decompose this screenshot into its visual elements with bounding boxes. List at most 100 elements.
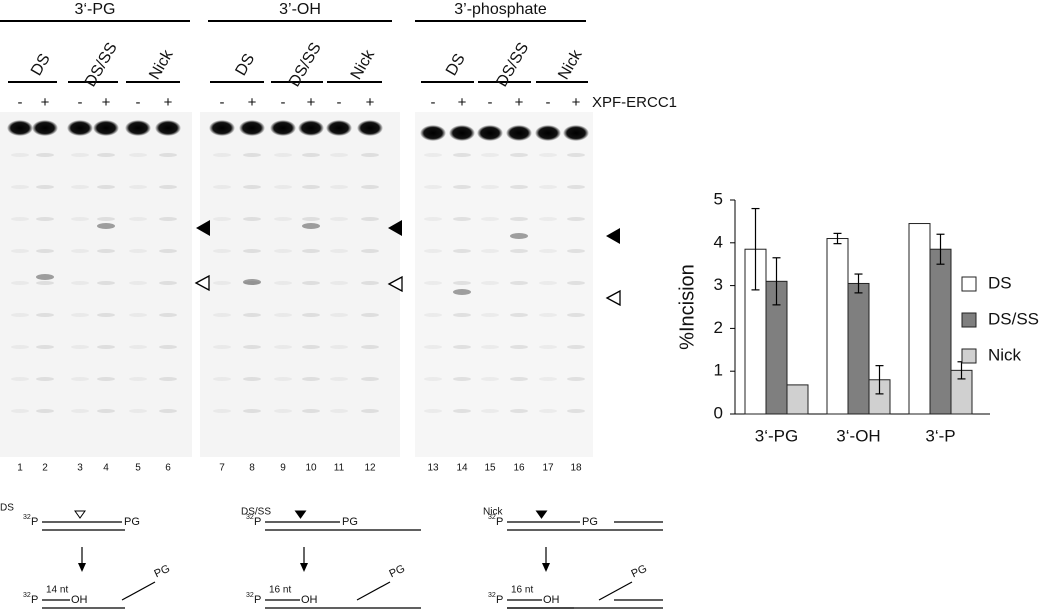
faint-band xyxy=(213,249,231,253)
faint-band xyxy=(274,153,292,157)
faint-band xyxy=(243,313,261,317)
error-bar xyxy=(833,232,842,245)
cut-marker xyxy=(535,510,548,519)
faint-band xyxy=(567,281,585,285)
faint-band xyxy=(213,313,231,317)
faint-band xyxy=(510,409,528,413)
faint-band xyxy=(213,409,231,413)
faint-band xyxy=(129,249,147,253)
sign: - xyxy=(220,94,225,111)
faint-band xyxy=(159,313,177,317)
faint-band xyxy=(453,377,471,381)
faint-band xyxy=(361,345,379,349)
faint-band xyxy=(424,249,442,253)
faint-band xyxy=(243,377,261,381)
faint-band xyxy=(97,409,115,413)
faint-band xyxy=(510,281,528,285)
faint-band xyxy=(129,185,147,189)
open-arrow xyxy=(605,289,621,307)
lane-number: 12 xyxy=(364,463,376,474)
gel-band xyxy=(155,120,181,136)
faint-band xyxy=(36,377,54,381)
sign: + xyxy=(41,94,50,111)
y-tick-label: 2 xyxy=(714,318,723,337)
faint-band xyxy=(274,377,292,381)
strand xyxy=(356,581,391,601)
faint-band xyxy=(274,185,292,189)
faint-band xyxy=(510,249,528,253)
faint-band xyxy=(71,153,89,157)
cap-label: PG xyxy=(387,563,406,581)
faint-band xyxy=(97,185,115,189)
faint-band xyxy=(481,153,499,157)
lane-number: 8 xyxy=(249,463,255,474)
lane-number: 13 xyxy=(427,463,439,474)
gel-band xyxy=(7,120,33,136)
faint-band xyxy=(274,217,292,221)
lane-label: Nick xyxy=(555,46,586,82)
faint-band xyxy=(539,185,557,189)
faint-band xyxy=(274,313,292,317)
faint-band xyxy=(71,409,89,413)
sign: + xyxy=(458,94,467,111)
diagram-label: DS/SS xyxy=(241,507,271,518)
faint-band xyxy=(510,217,528,221)
faint-band xyxy=(539,409,557,413)
sign: - xyxy=(18,94,23,111)
faint-band xyxy=(97,249,115,253)
legend-swatch xyxy=(961,312,977,328)
faint-band xyxy=(71,281,89,285)
faint-band xyxy=(453,217,471,221)
faint-band xyxy=(424,345,442,349)
cap-label: PG xyxy=(124,516,140,528)
faint-band xyxy=(481,313,499,317)
y-tick-label: 1 xyxy=(714,361,723,380)
faint-band xyxy=(481,281,499,285)
lane-number: 1 xyxy=(17,463,23,474)
faint-band xyxy=(129,217,147,221)
sign: + xyxy=(248,94,257,111)
gel-band xyxy=(477,125,503,141)
gel-band xyxy=(239,120,265,136)
faint-band xyxy=(424,281,442,285)
y-tick-label: 4 xyxy=(714,232,723,251)
faint-band xyxy=(243,217,261,221)
faint-band xyxy=(510,153,528,157)
faint-band xyxy=(129,313,147,317)
cleavage-band xyxy=(302,223,320,229)
faint-band xyxy=(129,409,147,413)
faint-band xyxy=(129,153,147,157)
faint-band xyxy=(330,217,348,221)
gel-band xyxy=(420,125,446,141)
faint-band xyxy=(11,409,29,413)
faint-band xyxy=(453,409,471,413)
faint-band xyxy=(36,217,54,221)
end-label: P xyxy=(496,516,503,528)
faint-band xyxy=(539,377,557,381)
length-label: 14 nt xyxy=(46,585,68,596)
gel-panel xyxy=(200,112,400,457)
faint-band xyxy=(539,281,557,285)
faint-band xyxy=(510,185,528,189)
legend-swatch xyxy=(961,276,977,292)
lane-number: 14 xyxy=(456,463,468,474)
faint-band xyxy=(213,377,231,381)
sign: - xyxy=(337,94,342,111)
faint-band xyxy=(274,281,292,285)
cleavage-band xyxy=(97,223,115,229)
bar xyxy=(826,238,849,415)
cleavage-band xyxy=(243,279,261,285)
faint-band xyxy=(97,281,115,285)
lane-number: 5 xyxy=(135,463,141,474)
enzyme-label: XPF-ERCC1 xyxy=(592,94,677,111)
sign: + xyxy=(366,94,375,111)
faint-band xyxy=(424,217,442,221)
faint-band xyxy=(302,345,320,349)
lane-number: 9 xyxy=(280,463,286,474)
gel-band xyxy=(298,120,324,136)
faint-band xyxy=(213,185,231,189)
faint-band xyxy=(159,409,177,413)
faint-band xyxy=(302,409,320,413)
faint-band xyxy=(361,281,379,285)
faint-band xyxy=(510,377,528,381)
